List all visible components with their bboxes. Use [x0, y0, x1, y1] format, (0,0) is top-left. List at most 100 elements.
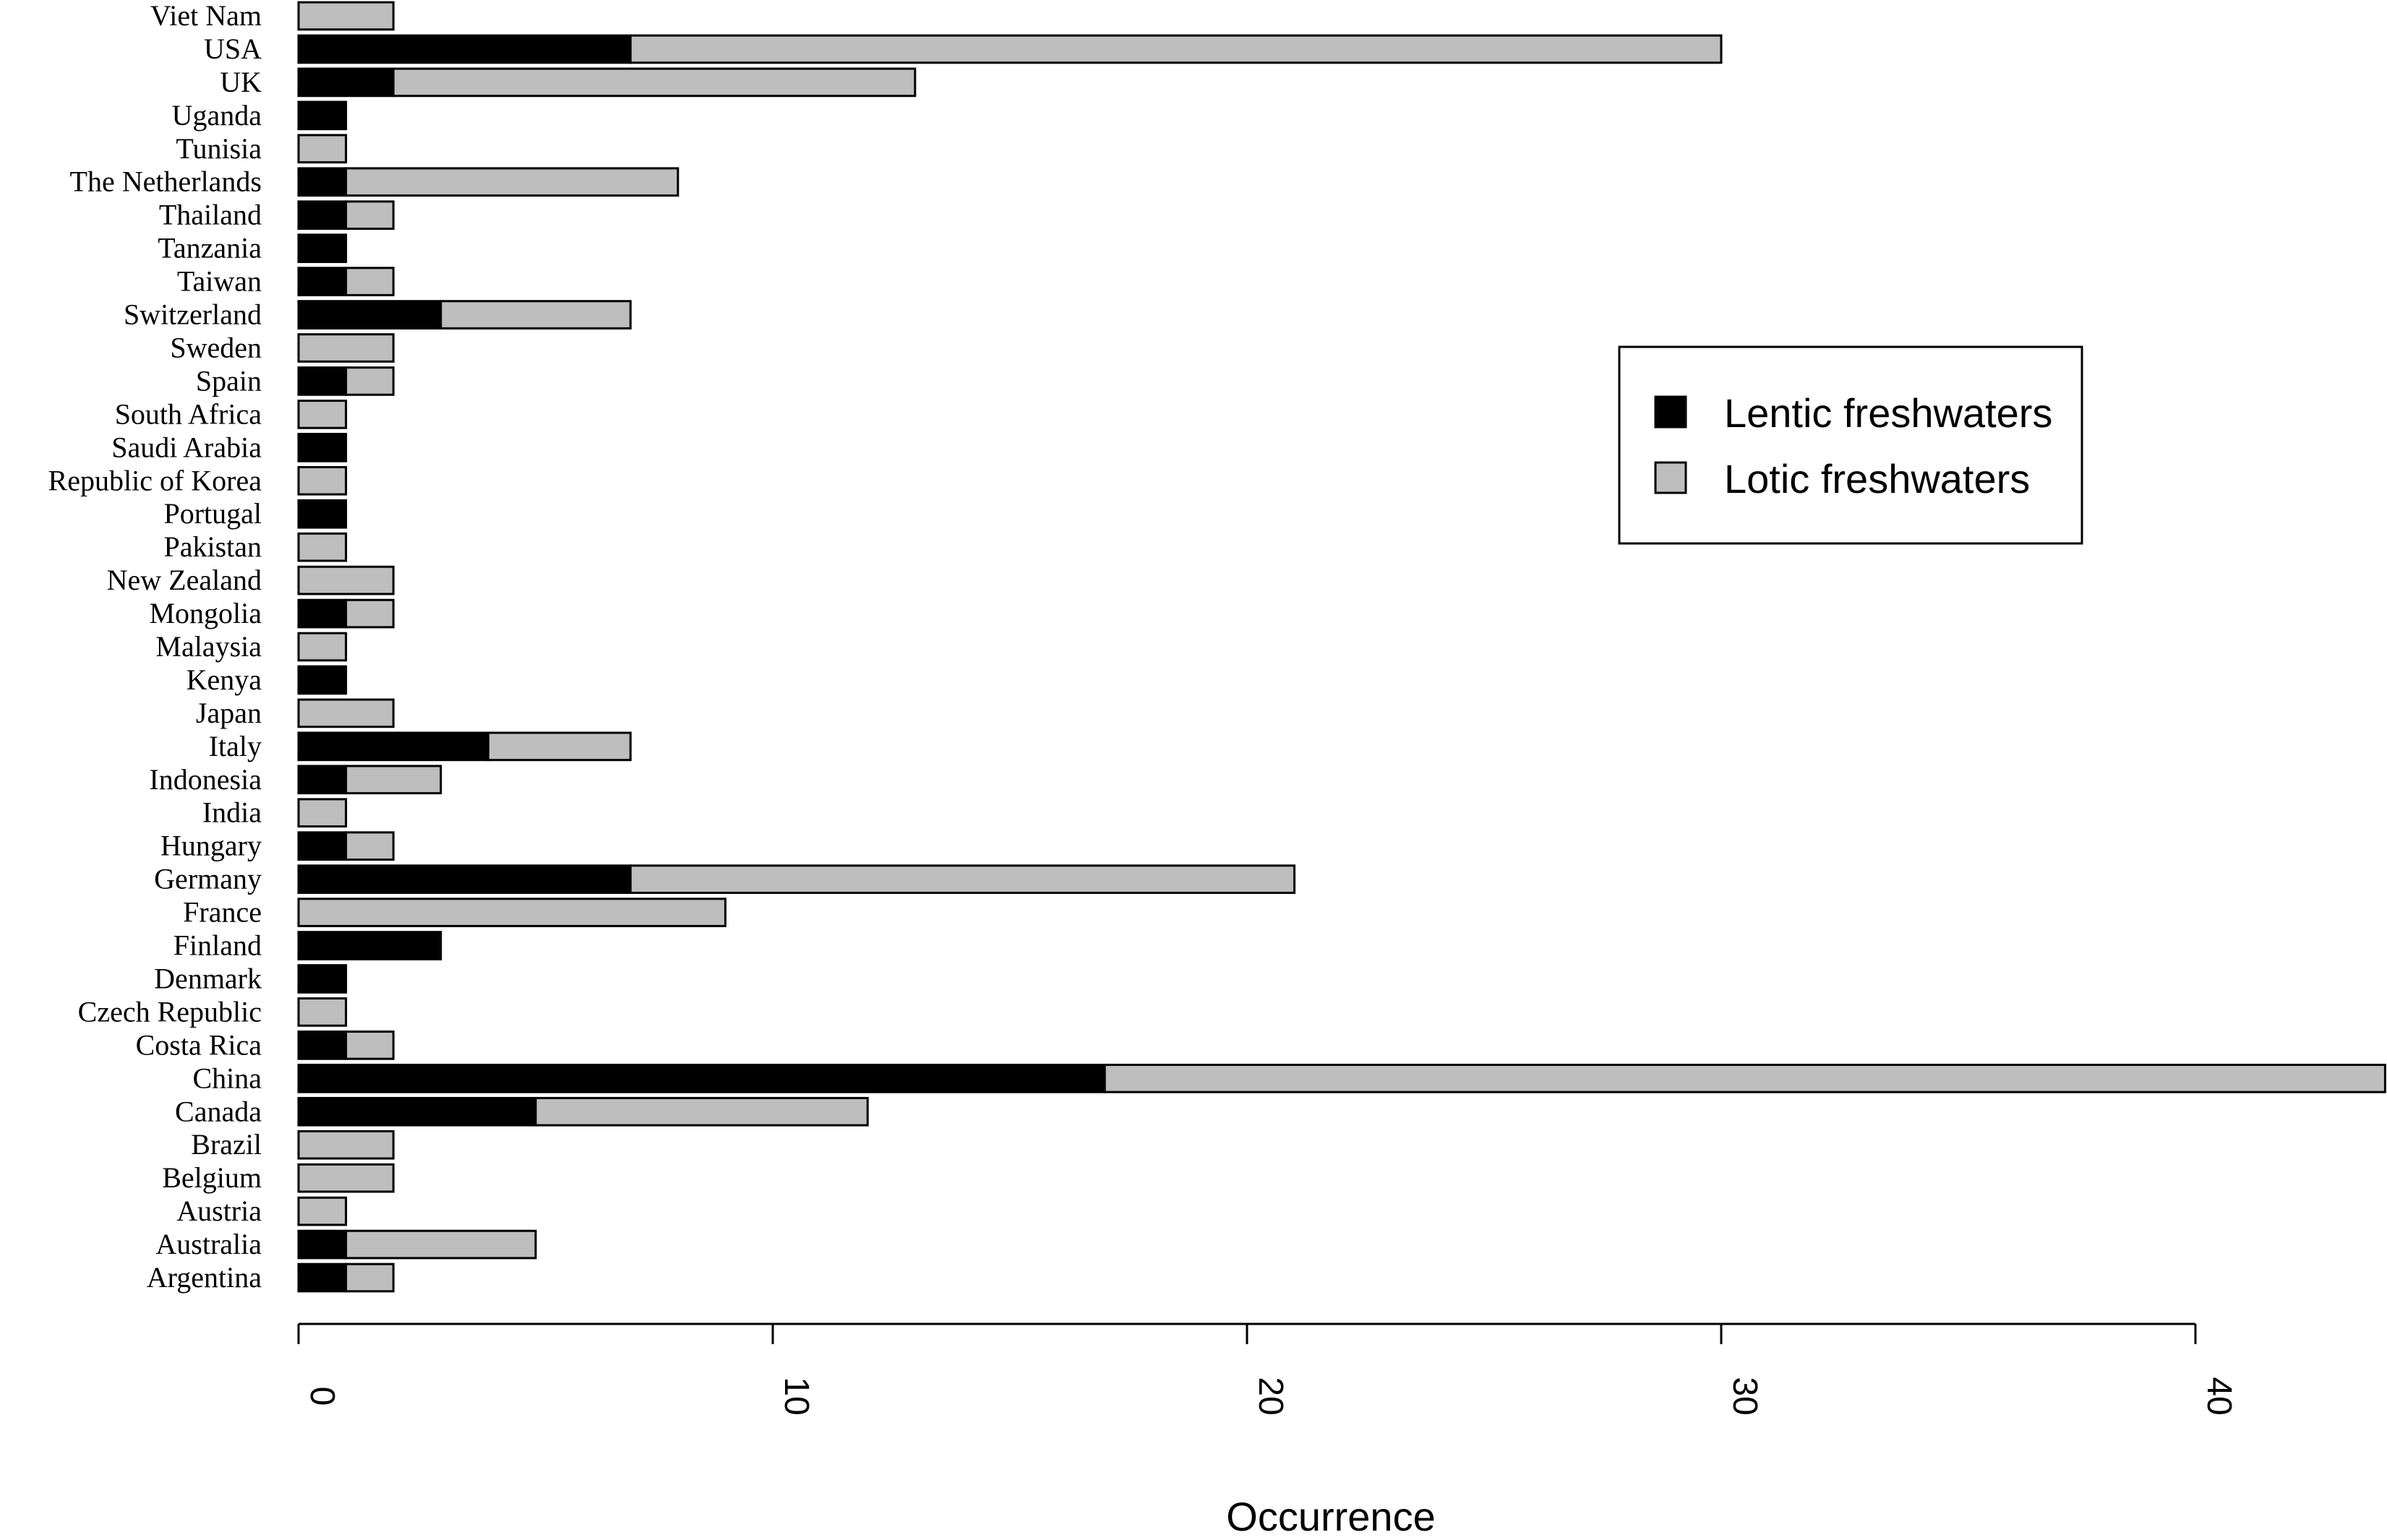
category-label: Czech Republic — [78, 995, 262, 1028]
bar-lotic-thailand — [345, 200, 395, 231]
bar-lotic-australia — [345, 1229, 537, 1260]
category-label: Tunisia — [176, 132, 262, 165]
bar-lentic-uganda — [297, 100, 348, 131]
bar-lotic-czech-republic — [297, 997, 348, 1027]
bar-lotic-costa-rica — [345, 1031, 395, 1060]
bar-lotic-pakistan — [297, 532, 348, 562]
bar-lotic-italy — [487, 731, 632, 762]
bar-lotic-indonesia — [345, 765, 442, 795]
category-label: Saudi Arabia — [111, 431, 262, 463]
bar-lotic-mongolia — [345, 598, 395, 629]
bar-lentic-switzerland — [297, 300, 442, 330]
bar-lentic-italy — [297, 731, 489, 762]
bar-lotic-the-netherlands — [345, 167, 680, 197]
bar-lentic-kenya — [297, 665, 348, 695]
bar-lentic-finland — [297, 931, 442, 960]
category-label: New Zealand — [107, 564, 262, 596]
bar-lotic-taiwan — [345, 267, 395, 296]
category-label: USA — [204, 33, 262, 65]
legend-box — [1618, 345, 2083, 545]
bar-lotic-china — [1103, 1063, 2386, 1093]
category-label: Denmark — [154, 962, 262, 994]
bar-lentic-mongolia — [297, 598, 348, 629]
bar-lotic-tunisia — [297, 134, 348, 164]
category-label: Costa Rica — [136, 1028, 262, 1061]
bar-lentic-costa-rica — [297, 1031, 348, 1060]
bar-lotic-argentina — [345, 1262, 395, 1293]
x-tick-label: 20 — [1251, 1377, 1290, 1415]
category-label: Tanzania — [158, 232, 262, 264]
x-tick-label: 0 — [303, 1387, 341, 1406]
bar-lentic-taiwan — [297, 267, 348, 296]
bar-lotic-canada — [534, 1096, 869, 1127]
bar-lotic-hungary — [345, 831, 395, 861]
category-label: The Netherlands — [70, 165, 262, 198]
category-label: Kenya — [187, 663, 262, 696]
category-label: Taiwan — [177, 265, 262, 298]
legend-label-lentic: Lentic freshwaters — [1724, 390, 2052, 436]
category-label: France — [183, 896, 262, 929]
category-label: UK — [220, 66, 262, 98]
category-label: Finland — [173, 929, 262, 962]
category-label: South Africa — [115, 397, 262, 430]
legend: Lentic freshwaters Lotic freshwaters — [1618, 345, 2083, 545]
bar-lentic-canada — [297, 1096, 537, 1127]
bar-lotic-south-africa — [297, 400, 348, 429]
category-label: Belgium — [162, 1161, 262, 1194]
bar-lentic-indonesia — [297, 765, 348, 795]
bar-lotic-usa — [629, 34, 1723, 64]
category-label: Brazil — [191, 1128, 262, 1161]
category-label: Sweden — [170, 331, 262, 364]
bar-lotic-viet-nam — [297, 1, 395, 31]
bar-lentic-denmark — [297, 964, 348, 994]
category-label: Germany — [154, 863, 262, 895]
bar-lentic-portugal — [297, 499, 348, 529]
category-label: Portugal — [163, 497, 262, 530]
bar-lotic-india — [297, 798, 348, 828]
bar-lentic-the-netherlands — [297, 167, 348, 197]
category-label: India — [202, 796, 262, 829]
bar-lentic-thailand — [297, 200, 348, 231]
bar-lotic-switzerland — [440, 300, 632, 330]
category-label: Italy — [209, 730, 262, 762]
bar-lentic-tanzania — [297, 233, 348, 263]
bar-lentic-australia — [297, 1229, 348, 1260]
category-label: Japan — [196, 697, 262, 729]
x-tick-label: 30 — [1726, 1377, 1764, 1415]
bar-lotic-brazil — [297, 1130, 395, 1160]
bar-lotic-uk — [392, 67, 917, 98]
bar-lotic-austria — [297, 1196, 348, 1226]
bar-lotic-france — [297, 898, 727, 927]
category-label: Switzerland — [124, 298, 262, 331]
legend-swatch-lotic — [1654, 461, 1687, 494]
bar-lentic-argentina — [297, 1262, 348, 1293]
bar-lentic-usa — [297, 34, 632, 64]
bar-lotic-spain — [345, 366, 395, 396]
x-tick-label: 10 — [777, 1377, 815, 1415]
bar-lotic-malaysia — [297, 632, 348, 662]
bar-lentic-hungary — [297, 831, 348, 861]
category-labels: ArgentinaAustraliaAustriaBelgiumBrazilCa… — [48, 0, 262, 1294]
bar-lentic-china — [297, 1063, 1106, 1093]
category-label: Canada — [175, 1095, 262, 1127]
bar-lotic-japan — [297, 698, 395, 728]
bar-lentic-spain — [297, 366, 348, 396]
category-label: Hungary — [160, 830, 262, 862]
bars-group — [297, 1, 2386, 1293]
bar-lotic-republic-of-korea — [297, 465, 348, 496]
category-label: Thailand — [159, 199, 262, 231]
category-label: Argentina — [147, 1261, 262, 1294]
x-axis: 0 10 20 30 40 — [297, 1322, 2238, 1416]
bar-lentic-saudi-arabia — [297, 432, 348, 463]
category-label: Republic of Korea — [48, 464, 262, 496]
category-label: China — [192, 1062, 262, 1094]
category-label: Malaysia — [155, 630, 262, 663]
category-label: Indonesia — [149, 763, 262, 796]
category-label: Austria — [176, 1195, 262, 1227]
category-label: Spain — [196, 364, 262, 397]
legend-swatch-lentic — [1654, 395, 1687, 429]
bar-lentic-germany — [297, 864, 632, 894]
legend-label-lotic: Lotic freshwaters — [1724, 456, 2030, 502]
category-label: Viet Nam — [150, 0, 262, 32]
